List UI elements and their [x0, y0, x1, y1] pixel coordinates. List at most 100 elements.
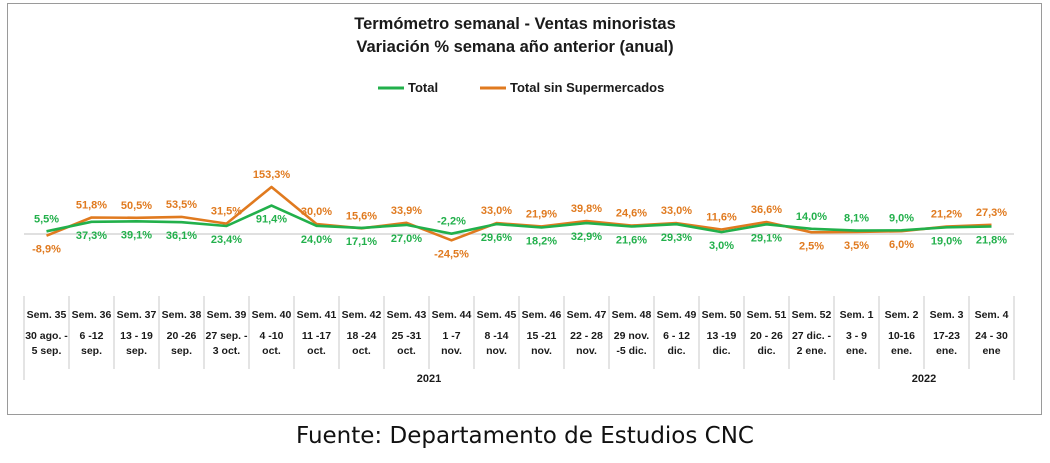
data-label: 39,8%	[571, 203, 602, 215]
data-label: 15,6%	[346, 210, 377, 222]
data-label: 30,0%	[301, 206, 332, 218]
data-label: 33,0%	[481, 205, 512, 217]
week-tick-label: Sem. 44	[432, 309, 472, 321]
week-tick-label: Sem. 35	[27, 309, 67, 321]
date-range-label: 27 dic. -	[792, 330, 832, 342]
date-range-label: ene.	[891, 345, 912, 357]
week-tick-label: Sem. 52	[792, 309, 832, 321]
date-range-label: 15 -21	[527, 330, 557, 342]
data-label: 50,5%	[121, 200, 152, 212]
data-label: -8,9%	[32, 244, 61, 256]
date-range-label: 11 -17	[302, 330, 331, 342]
date-range-label: oct.	[352, 345, 371, 357]
data-label: 32,9%	[571, 231, 602, 243]
week-tick-label: Sem. 50	[702, 309, 742, 321]
source-note: Fuente: Departamento de Estudios CNC	[295, 423, 754, 449]
week-tick-label: Sem. 41	[297, 309, 337, 321]
year-label: 2022	[912, 373, 936, 385]
legend-label: Total	[408, 80, 438, 95]
data-label: 37,3%	[76, 230, 107, 242]
plot-area: 5,5% 37,3% 39,1% 36,1% 23,4% 91,4% 24,0% 17,1% 2…	[24, 169, 1014, 260]
week-tick-label: Sem. 45	[477, 309, 517, 321]
week-tick-label: Sem. 43	[387, 309, 427, 321]
date-range-label: 18 -24	[347, 330, 377, 342]
date-range-label: 5 sep.	[32, 345, 62, 357]
data-label: 11,6%	[706, 212, 737, 224]
date-range-label: 3 - 9	[846, 330, 867, 342]
data-label: 33,9%	[391, 205, 422, 217]
category-axis: Sem. 35 30 ago. - 5 sep. Sem. 36 6 -12 sep. Se…	[23, 296, 1015, 385]
date-range-label: 24 - 30	[975, 330, 1008, 342]
date-range-label: 13 -19	[707, 330, 737, 342]
date-range-label: 20 - 26	[750, 330, 783, 342]
data-label: 24,0%	[301, 234, 332, 246]
data-label: 8,1%	[844, 213, 869, 225]
date-range-label: 20 -26	[167, 330, 197, 342]
week-tick-label: Sem. 36	[72, 309, 112, 321]
week-tick-label: Sem. 49	[657, 309, 697, 321]
date-range-label: nov.	[531, 345, 552, 357]
week-tick-label: Sem. 40	[252, 309, 292, 321]
line-chart: Termómetro semanal - Ventas minoristas V…	[23, 15, 1015, 385]
legend-label: Total sin Supermercados	[510, 80, 664, 95]
week-tick-label: Sem. 1	[840, 309, 874, 321]
year-label: 2021	[417, 373, 441, 385]
date-range-label: oct.	[307, 345, 326, 357]
data-label: 29,1%	[751, 232, 782, 244]
date-range-label: nov.	[576, 345, 597, 357]
date-range-label: sep.	[81, 345, 102, 357]
date-range-label: 30 ago. -	[25, 330, 68, 342]
series-line	[46, 204, 992, 235]
date-range-label: ene	[982, 345, 1000, 357]
data-label: 23,4%	[211, 234, 242, 246]
data-label: 36,6%	[751, 204, 782, 216]
date-range-label: 8 -14	[485, 330, 509, 342]
data-label: 29,3%	[661, 232, 692, 244]
date-range-label: sep.	[171, 345, 192, 357]
data-label: 21,9%	[526, 208, 557, 220]
date-range-label: 22 - 28	[570, 330, 603, 342]
data-label: 18,2%	[526, 236, 557, 248]
data-label: 19,0%	[931, 235, 962, 247]
date-range-label: sep.	[126, 345, 147, 357]
date-range-label: 3 oct.	[213, 345, 241, 357]
date-range-label: 1 -7	[442, 330, 460, 342]
date-range-label: nov.	[441, 345, 462, 357]
data-label: 29,6%	[481, 232, 512, 244]
week-tick-label: Sem. 48	[612, 309, 652, 321]
week-tick-label: Sem. 2	[885, 309, 919, 321]
data-label: -24,5%	[434, 248, 469, 260]
week-tick-label: Sem. 4	[975, 309, 1009, 321]
date-range-label: ene.	[846, 345, 867, 357]
data-label: 17,1%	[346, 236, 377, 248]
week-tick-label: Sem. 3	[930, 309, 964, 321]
date-range-label: 10-16	[888, 330, 915, 342]
date-range-label: 6 -12	[80, 330, 104, 342]
date-range-label: 27 sep. -	[205, 330, 248, 342]
data-label: 153,3%	[253, 169, 291, 181]
data-label: 9,0%	[889, 212, 914, 224]
data-label: 27,0%	[391, 233, 422, 245]
date-range-label: nov.	[486, 345, 507, 357]
week-tick-label: Sem. 37	[117, 309, 157, 321]
date-range-label: oct.	[262, 345, 281, 357]
data-label: 36,1%	[166, 230, 197, 242]
date-range-label: 17-23	[933, 330, 960, 342]
week-tick-label: Sem. 47	[567, 309, 607, 321]
data-label: 6,0%	[889, 239, 914, 251]
data-label: 27,3%	[976, 207, 1007, 219]
date-range-label: dic.	[667, 345, 685, 357]
data-label: 21,8%	[976, 235, 1007, 247]
chart-subtitle: Variación % semana año anterior (anual)	[356, 38, 673, 56]
data-label: 21,2%	[931, 209, 962, 221]
week-tick-label: Sem. 38	[162, 309, 202, 321]
date-range-label: ene.	[936, 345, 957, 357]
data-label: 5,5%	[34, 213, 59, 225]
data-label: 3,0%	[709, 240, 734, 252]
chart-frame: Termómetro semanal - Ventas minoristas V…	[7, 3, 1042, 415]
date-range-label: dic.	[712, 345, 730, 357]
week-tick-label: Sem. 46	[522, 309, 562, 321]
data-label: 53,5%	[166, 199, 197, 211]
date-range-label: -5 dic.	[616, 345, 646, 357]
data-label: 21,6%	[616, 235, 647, 247]
